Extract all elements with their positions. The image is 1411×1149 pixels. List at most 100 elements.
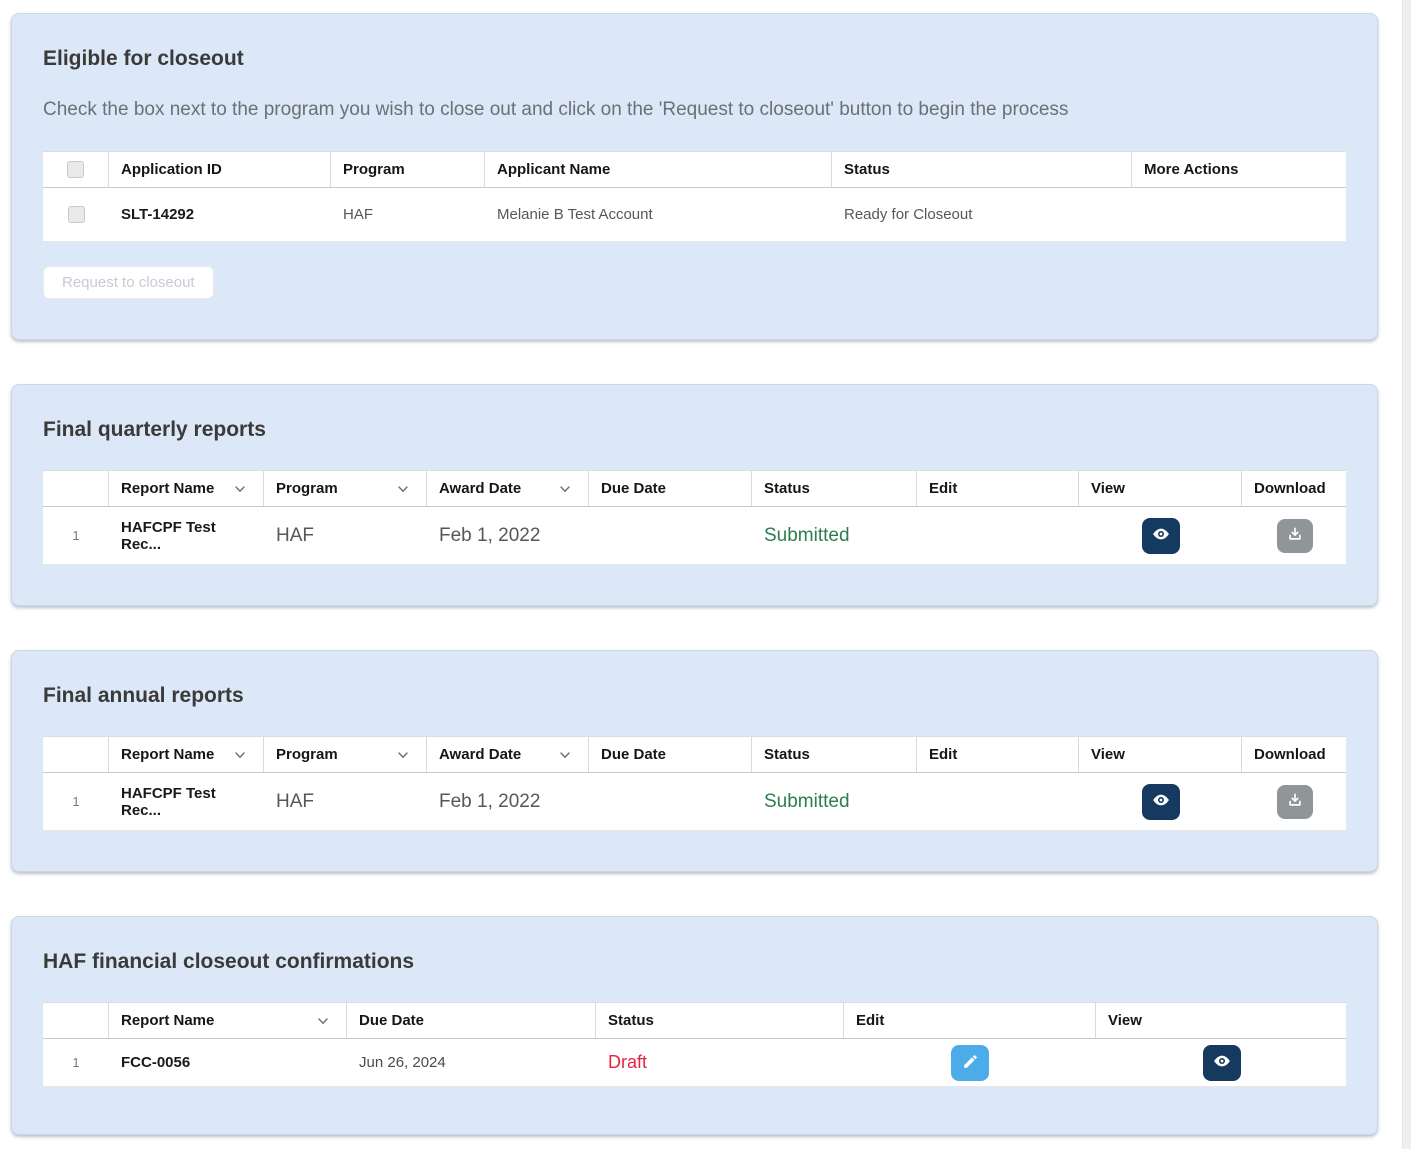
panel-financial-closeout-confirmations: HAF financial closeout confirmations Rep… — [11, 916, 1378, 1135]
column-header-row-number — [43, 1003, 109, 1038]
table-row: 1 HAFCPF Test Rec... HAF Feb 1, 2022 Sub… — [43, 773, 1346, 831]
row-checkbox[interactable] — [67, 206, 85, 223]
column-header-status: Status — [752, 471, 917, 506]
panel-final-quarterly-reports: Final quarterly reports Report Name Prog… — [11, 384, 1378, 606]
column-header-due-date: Due Date — [589, 737, 752, 772]
panel-final-annual-reports: Final annual reports Report Name Program — [11, 650, 1378, 872]
column-header-award-date[interactable]: Award Date — [427, 471, 589, 506]
view-button[interactable] — [1141, 783, 1180, 820]
instruction-text: Check the box next to the program you wi… — [43, 99, 1069, 120]
status-cell: Ready for Closeout — [844, 206, 973, 223]
panel-title: HAF financial closeout confirmations — [43, 950, 415, 973]
download-cell — [1242, 773, 1347, 830]
more-actions-cell — [1132, 188, 1347, 241]
chevron-down-icon[interactable] — [558, 748, 572, 762]
view-button[interactable] — [1141, 517, 1180, 554]
eye-icon — [1151, 790, 1171, 813]
column-header-award-date[interactable]: Award Date — [427, 737, 589, 772]
select-all-checkbox[interactable] — [67, 161, 84, 178]
panel-eligible-closeout: Eligible for closeout Check the box next… — [11, 13, 1378, 340]
edit-cell — [917, 507, 1079, 564]
table-row: SLT-14292 HAF Melanie B Test Account Rea… — [43, 188, 1346, 242]
status-cell: Draft — [608, 1052, 648, 1072]
due-date-cell — [589, 773, 752, 830]
column-header-view: View — [1079, 737, 1242, 772]
column-header-row-number — [43, 471, 109, 506]
table-row: 1 FCC-0056 Jun 26, 2024 Draft — [43, 1039, 1346, 1087]
eye-icon — [1151, 524, 1171, 547]
eligible-table: Application ID Program Applicant Name St… — [43, 151, 1346, 242]
award-date-cell: Feb 1, 2022 — [439, 790, 541, 812]
column-header-row-number — [43, 737, 109, 772]
status-cell: Submitted — [764, 524, 850, 546]
column-header-due-date: Due Date — [589, 471, 752, 506]
column-header-report-name[interactable]: Report Name — [109, 1003, 347, 1038]
view-cell — [1079, 773, 1242, 830]
report-name-cell: HAFCPF Test Rec... — [121, 784, 216, 819]
page-scrollbar[interactable] — [1402, 0, 1411, 1149]
column-header-application-id: Application ID — [109, 152, 331, 187]
row-number-cell: 1 — [72, 794, 80, 809]
column-header-applicant-name: Applicant Name — [485, 152, 832, 187]
column-header-view: View — [1079, 471, 1242, 506]
column-header-edit: Edit — [917, 471, 1079, 506]
download-button[interactable] — [1276, 518, 1313, 553]
edit-cell — [844, 1039, 1096, 1086]
chevron-down-icon[interactable] — [233, 748, 247, 762]
column-header-program: Program — [331, 152, 485, 187]
applicant-name-cell: Melanie B Test Account — [497, 206, 653, 223]
row-number-cell: 1 — [72, 1055, 80, 1070]
view-button[interactable] — [1202, 1044, 1241, 1081]
award-date-cell: Feb 1, 2022 — [439, 524, 541, 546]
column-header-download: Download — [1254, 480, 1326, 497]
eye-icon — [1212, 1051, 1232, 1074]
chevron-down-icon[interactable] — [316, 1014, 330, 1028]
column-header-edit: Edit — [917, 737, 1079, 772]
chevron-down-icon[interactable] — [396, 748, 410, 762]
view-cell — [1096, 1039, 1347, 1086]
financial-confirmations-table: Report Name Due Date Status Edit View — [43, 1002, 1346, 1087]
quarterly-reports-table: Report Name Program Award Date — [43, 470, 1346, 565]
column-header-view: View — [1108, 1012, 1142, 1029]
column-header-program[interactable]: Program — [264, 471, 427, 506]
edit-cell — [917, 773, 1079, 830]
column-header-status: Status — [832, 152, 1132, 187]
chevron-down-icon[interactable] — [396, 482, 410, 496]
request-to-closeout-button[interactable]: Request to closeout — [43, 266, 214, 299]
program-cell: HAF — [276, 790, 314, 812]
panel-title: Final annual reports — [43, 684, 244, 707]
annual-reports-table: Report Name Program Award Date — [43, 736, 1346, 831]
table-row: 1 HAFCPF Test Rec... HAF Feb 1, 2022 Sub… — [43, 507, 1346, 565]
view-cell — [1079, 507, 1242, 564]
application-id-cell: SLT-14292 — [121, 206, 195, 223]
row-select-cell — [43, 188, 109, 241]
row-number-cell: 1 — [72, 528, 80, 543]
column-header-program[interactable]: Program — [264, 737, 427, 772]
table-header: Report Name Due Date Status Edit View — [43, 1003, 1346, 1039]
download-icon — [1286, 791, 1304, 812]
status-cell: Submitted — [764, 790, 850, 812]
column-header-report-name[interactable]: Report Name — [109, 471, 264, 506]
eligible-table-header: Application ID Program Applicant Name St… — [43, 152, 1346, 188]
due-date-cell — [589, 507, 752, 564]
download-button[interactable] — [1276, 784, 1313, 819]
table-header: Report Name Program Award Date — [43, 471, 1346, 507]
chevron-down-icon[interactable] — [233, 482, 247, 496]
report-name-cell: HAFCPF Test Rec... — [121, 518, 216, 553]
column-header-edit: Edit — [844, 1003, 1096, 1038]
edit-button[interactable] — [951, 1044, 989, 1081]
program-cell: HAF — [276, 524, 314, 546]
column-header-status: Status — [752, 737, 917, 772]
due-date-cell: Jun 26, 2024 — [359, 1054, 446, 1071]
download-icon — [1286, 525, 1304, 546]
column-header-download: Download — [1254, 746, 1326, 763]
download-cell — [1242, 507, 1347, 564]
column-header-due-date: Due Date — [347, 1003, 596, 1038]
column-header-status: Status — [596, 1003, 844, 1038]
column-header-select — [43, 152, 109, 187]
chevron-down-icon[interactable] — [558, 482, 572, 496]
column-header-report-name[interactable]: Report Name — [109, 737, 264, 772]
column-header-more-actions: More Actions — [1144, 161, 1239, 178]
table-header: Report Name Program Award Date — [43, 737, 1346, 773]
